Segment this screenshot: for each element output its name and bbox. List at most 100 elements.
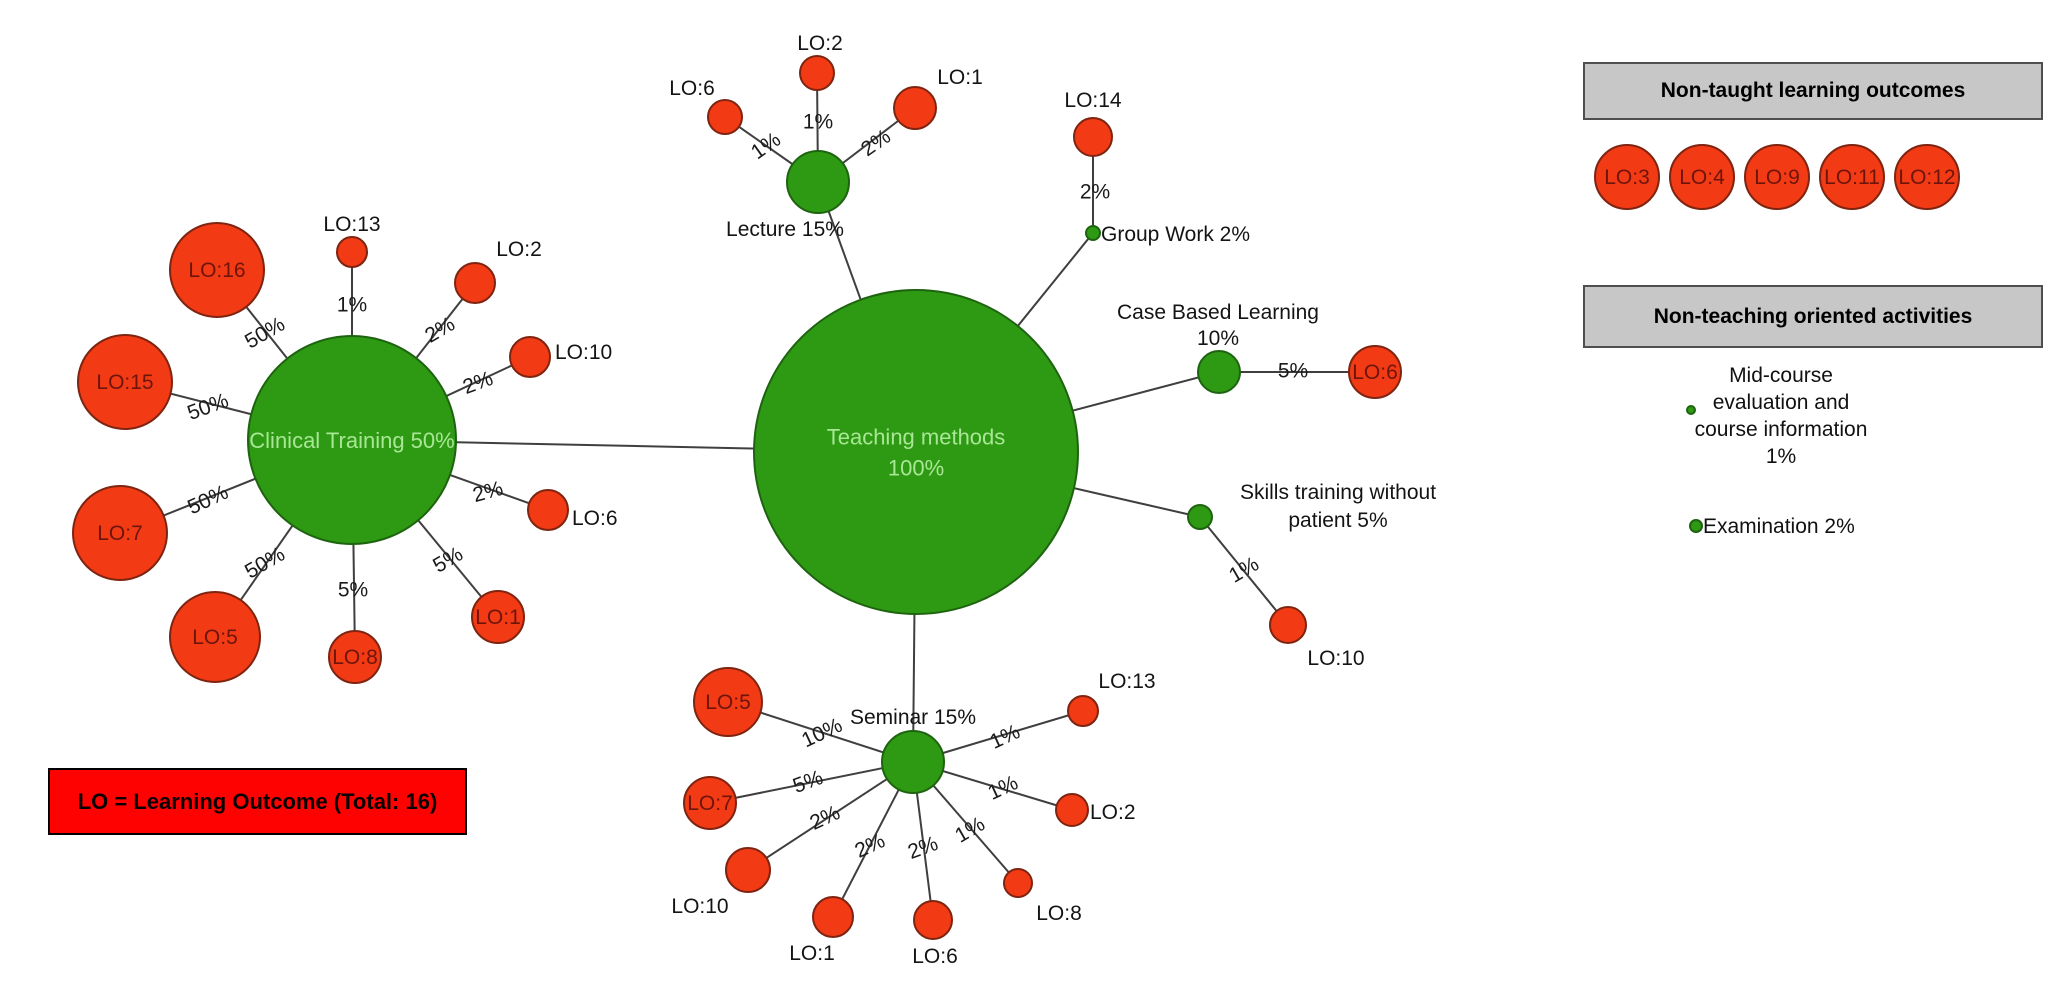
node-lo10-skills (1269, 606, 1307, 644)
edge-label-group-work-lo14: 2% (1080, 181, 1110, 204)
edge-label-seminar-lo2-seminar: 1% (984, 771, 1021, 805)
edge-label-case-based-learning-lo6-cbl: 5% (1278, 360, 1308, 383)
edge-label-seminar-lo5-seminar: 10% (798, 714, 846, 753)
edge-label-clinical-training-lo13-clinical: 1% (337, 294, 367, 317)
node-lo7-seminar (683, 776, 737, 830)
edge-label-seminar-lo7-seminar: 5% (790, 766, 826, 798)
midcourse-line-4: 1% (1765, 445, 1797, 468)
node-lo5-seminar (693, 667, 763, 737)
edge-label-lecture-lo2-lecture: 1% (803, 111, 833, 134)
edge-label-clinical-training-lo15: 50% (184, 389, 231, 425)
node-label-lo5-seminar: LO:5 (705, 691, 751, 714)
node-label-lo7-seminar: LO:7 (687, 792, 733, 815)
edge-label-seminar-lo1-seminar: 2% (851, 829, 888, 863)
node-midcourse-dot (1686, 405, 1696, 415)
node-seminar (881, 730, 945, 794)
node-legend-lo4 (1669, 144, 1735, 210)
node-legend-lo12 (1894, 144, 1960, 210)
node-lo7-clinical (72, 485, 168, 581)
node-lo6-clinical (527, 489, 569, 531)
node-clinical-training (247, 335, 457, 545)
edge-label-seminar-lo13-seminar: 1% (986, 720, 1023, 754)
non-taught-outcomes-header: Non-taught learning outcomes (1583, 62, 2043, 120)
node-label-lo2-lecture: LO:2 (797, 32, 843, 55)
node-label-lo7-clinical: LO:7 (97, 522, 143, 545)
edge-label-lecture-lo1-lecture: 2% (857, 125, 895, 161)
node-label-lo10-skills: LO:10 (1307, 647, 1364, 670)
node-lecture (786, 150, 850, 214)
node-label-lecture: Lecture 15% (726, 218, 844, 241)
midcourse-line-3: course information (1694, 418, 1868, 441)
node-lo1-seminar (812, 896, 854, 938)
node-case-based-learning (1197, 350, 1241, 394)
node-skills-training (1187, 504, 1213, 530)
node-lo2-seminar (1055, 793, 1089, 827)
midcourse-evaluation-label: Mid-course evaluation and course informa… (1656, 362, 1906, 470)
node-lo8-clinical (328, 630, 382, 684)
node-legend-lo11 (1819, 144, 1885, 210)
node-lo15 (77, 334, 173, 430)
node-lo6-cbl (1348, 345, 1402, 399)
node-label-lo10-seminar: LO:10 (671, 895, 728, 918)
node-label-seminar: Seminar 15% (850, 706, 976, 729)
edge-seminar-lo7-seminar (709, 761, 914, 804)
edge-label-clinical-training-lo8-clinical: 5% (338, 579, 368, 602)
node-lo13-seminar (1067, 695, 1099, 727)
node-lo14 (1073, 117, 1113, 157)
node-group-work (1085, 225, 1101, 241)
node-label-lo8-clinical: LO:8 (332, 646, 378, 669)
examination-label: Examination 2% (1703, 515, 1855, 538)
node-label-lo10-clinical: LO:10 (555, 341, 612, 364)
edge-label-seminar-lo6-seminar: 2% (905, 832, 941, 864)
node-legend-lo3 (1594, 144, 1660, 210)
node-label-group-work: Group Work 2% (1101, 223, 1250, 246)
midcourse-line-1: Mid-course (1729, 364, 1833, 387)
node-lo6-seminar (913, 900, 953, 940)
edge-skills-training-lo10-skills (1199, 516, 1289, 626)
node-label-lo13-clinical: LO:13 (323, 213, 380, 236)
node-label-lo5-clinical: LO:5 (192, 626, 238, 649)
node-lo10-clinical (509, 336, 551, 378)
edge-label-clinical-training-lo5-clinical: 50% (241, 543, 289, 584)
learning-outcome-note: LO = Learning Outcome (Total: 16) (48, 768, 467, 835)
node-label-lo1-seminar: LO:1 (789, 942, 835, 965)
edge-label-clinical-training-lo10-clinical: 2% (460, 367, 496, 399)
node-label-lo1-lecture: LO:1 (937, 66, 983, 89)
node-label-lo15: LO:15 (96, 371, 153, 394)
node-lo5-clinical (169, 591, 261, 683)
node-lo13-clinical (336, 236, 368, 268)
node-lo10-seminar (725, 847, 771, 893)
node-label-lo2-clinical: LO:2 (496, 238, 542, 261)
node-label-lo6-clinical: LO:6 (572, 507, 618, 530)
node-lo1-clinical (471, 590, 525, 644)
edge-label-clinical-training-lo16: 50% (241, 313, 289, 354)
node-label-lo1-clinical: LO:1 (475, 606, 521, 629)
node-label-lo16: LO:16 (188, 259, 245, 282)
node-examination-dot (1689, 519, 1703, 533)
node-label-skills-training: Skills training without patient 5% (1240, 481, 1436, 532)
node-label-legend-lo11: LO:11 (1824, 166, 1880, 189)
node-label-lo2-seminar: LO:2 (1090, 801, 1136, 824)
edge-label-clinical-training-lo6-clinical: 2% (470, 477, 505, 507)
node-label-lo6-cbl: LO:6 (1352, 361, 1398, 384)
node-label-lo6-seminar: LO:6 (912, 945, 958, 968)
node-legend-lo9 (1744, 144, 1810, 210)
node-label-legend-lo4: LO:4 (1679, 166, 1725, 189)
node-label-legend-lo12: LO:12 (1898, 166, 1955, 189)
node-label-legend-lo3: LO:3 (1604, 166, 1650, 189)
node-label-lo13-seminar: LO:13 (1098, 670, 1155, 693)
node-lo8-seminar (1003, 868, 1033, 898)
node-label-teaching-methods: Teaching methods 100% (827, 424, 1006, 480)
node-label-legend-lo9: LO:9 (1754, 166, 1800, 189)
node-label-clinical-training: Clinical Training 50% (249, 428, 454, 453)
node-lo2-lecture (799, 55, 835, 91)
non-teaching-activities-header: Non-teaching oriented activities (1583, 285, 2043, 348)
node-lo2-clinical (454, 262, 496, 304)
midcourse-line-2: evaluation and (1712, 391, 1850, 414)
edge-label-lecture-lo6-lecture: 1% (747, 128, 785, 164)
edge-seminar-lo10-seminar (747, 761, 914, 871)
node-lo1-lecture (893, 86, 937, 130)
node-teaching-methods (753, 289, 1079, 615)
